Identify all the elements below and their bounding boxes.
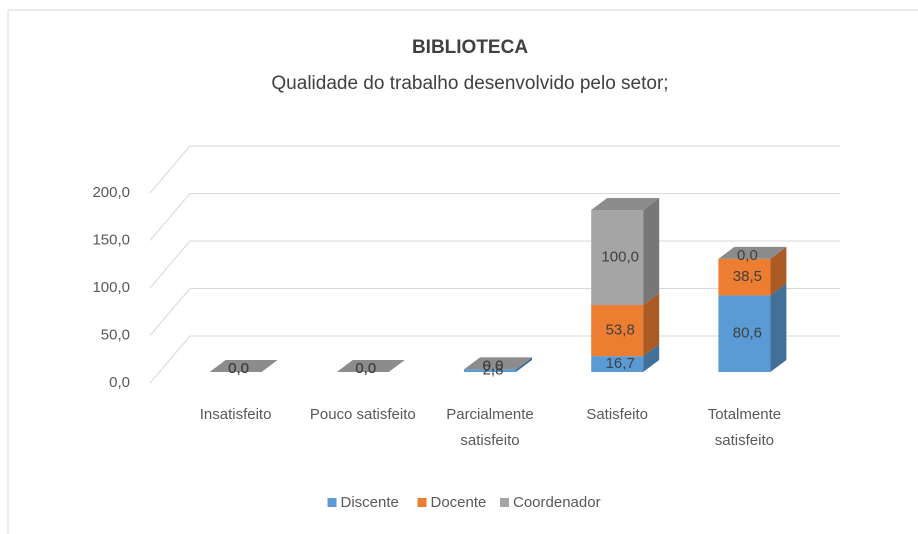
legend-label: Discente	[341, 494, 399, 511]
bar-top	[591, 198, 660, 211]
value-label: 0,0	[355, 360, 376, 377]
x-tick-label: Insatisfeito	[199, 406, 272, 423]
value-label: 0,0	[355, 360, 376, 377]
bar-segment	[718, 295, 771, 372]
chart-subtitle: Qualidade do trabalho desenvolvido pelo …	[271, 73, 668, 94]
bar-top	[209, 360, 278, 372]
value-label: 2,8	[483, 362, 504, 379]
bar-top	[718, 246, 787, 259]
value-label: 38,5	[733, 268, 762, 285]
y-tick-label: 100,0	[92, 279, 130, 296]
value-label: 53,8	[606, 322, 635, 339]
bar-top	[336, 360, 405, 372]
value-label: 16,7	[606, 355, 635, 372]
legend-label: Coordenador	[513, 494, 601, 511]
legend-swatch	[417, 498, 427, 507]
bar-segment	[718, 258, 771, 296]
legend-swatch	[327, 498, 337, 507]
x-tick-label: Parcialmente satisfeito	[446, 406, 534, 449]
bar-side	[643, 293, 660, 357]
bar-side	[643, 198, 660, 306]
bar-side	[770, 246, 787, 296]
x-tick-label: Totalmente satisfeito	[707, 406, 782, 449]
legend-label: Docente	[431, 494, 487, 511]
bar-segment	[591, 210, 644, 306]
bar-side	[643, 344, 660, 372]
grid-line	[149, 240, 191, 289]
bar-segment	[464, 369, 516, 372]
value-label: 0,0	[228, 360, 249, 377]
value-label: 0,0	[228, 360, 249, 377]
y-tick-label: 50,0	[101, 326, 130, 343]
bar-segment	[591, 305, 644, 357]
value-label: 80,6	[733, 325, 762, 342]
x-tick-label: Pouco satisfeito	[309, 406, 416, 423]
value-label: 100,0	[601, 248, 639, 265]
legend-swatch	[500, 498, 509, 507]
grid-line	[149, 145, 191, 194]
y-tick-label: 0,0	[109, 374, 130, 391]
bar-top	[464, 357, 532, 370]
y-tick-label: 200,0	[92, 184, 130, 201]
bar-segment	[591, 356, 644, 372]
grid-line	[149, 193, 191, 241]
value-label: 0,0	[228, 360, 249, 377]
grid-line	[149, 288, 191, 336]
bar-side	[770, 283, 787, 372]
chart-title: BIBLIOTECA	[412, 37, 528, 58]
value-label: 0,0	[483, 357, 504, 374]
y-tick-label: 150,0	[92, 231, 130, 248]
value-label: 0,0	[737, 247, 758, 264]
grid-line	[149, 335, 191, 384]
value-label: 0,0	[483, 357, 504, 374]
x-tick-label: Satisfeito	[586, 406, 649, 423]
bar-side	[516, 357, 532, 372]
value-label: 0,0	[355, 360, 376, 377]
